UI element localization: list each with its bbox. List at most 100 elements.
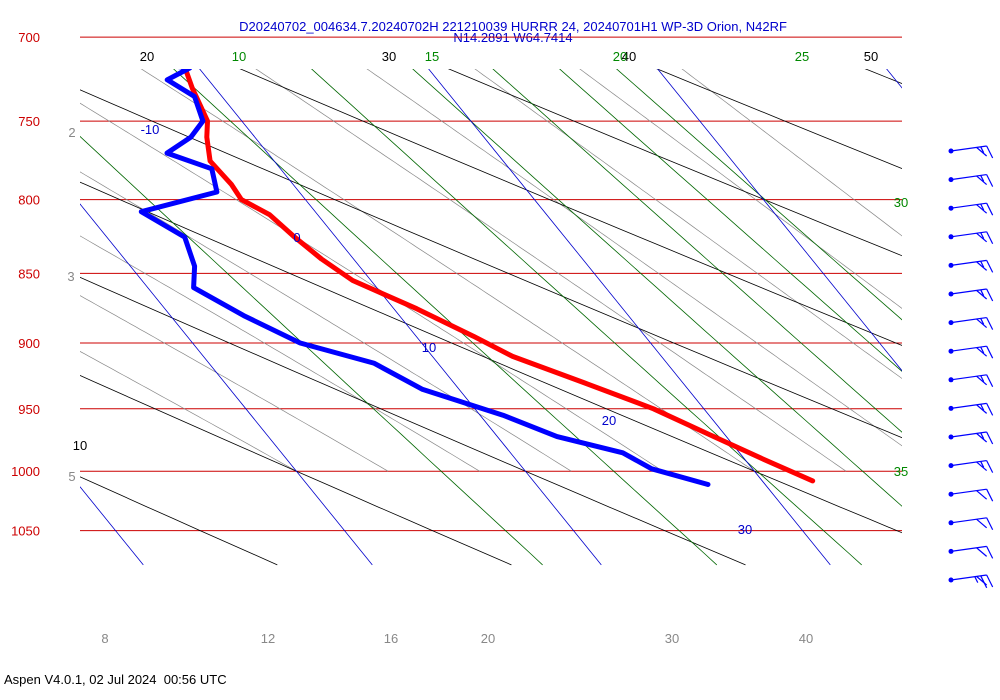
dry-adiabat-label: 10 <box>73 438 87 453</box>
wind-barb-flag-edge <box>976 461 988 472</box>
isotherm-label: 0 <box>293 230 300 245</box>
wind-barb-flag-edge <box>976 147 988 157</box>
dry-adiabat-label: 20 <box>140 49 154 64</box>
dry-adiabat-line <box>239 69 902 346</box>
wind-barb <box>948 459 994 473</box>
moist-adiabat-lines <box>80 69 902 472</box>
wind-barb <box>948 202 994 216</box>
moist-adiabat-label: 3 <box>67 269 74 284</box>
wind-barb-flag-edge <box>976 518 988 529</box>
wind-barb <box>948 345 994 359</box>
wind-barb <box>948 517 994 531</box>
wind-barb-feather <box>986 202 994 216</box>
wind-barb-feather <box>980 346 985 354</box>
wind-barb-flag-edge <box>976 318 988 329</box>
isotherm-line <box>886 69 902 89</box>
wind-barb-flag-edge <box>976 490 988 500</box>
bottom-temperature-label: 8 <box>101 631 108 646</box>
isobar-lines <box>80 36 902 532</box>
wind-barb-feather <box>986 517 994 531</box>
wind-barb <box>948 374 994 388</box>
wind-barb-feather <box>986 460 994 473</box>
wind-barb <box>948 402 994 416</box>
wind-barb-staff <box>950 145 987 152</box>
pressure-label: 1050 <box>11 524 40 539</box>
moist-adiabat-line <box>80 295 389 472</box>
wind-barb-flag-edge <box>976 261 988 271</box>
wind-barb <box>948 145 994 159</box>
wind-barb-staff <box>950 545 987 552</box>
wind-barb-feather <box>980 375 985 382</box>
wind-barbs <box>948 145 994 589</box>
wind-barb-flag-edge <box>976 576 988 586</box>
moist-adiabat-line <box>80 171 572 472</box>
dry-adiabat-line <box>80 89 902 439</box>
wind-barb <box>948 545 994 559</box>
moist-adiabat-line <box>80 351 297 472</box>
wind-barb <box>948 288 994 302</box>
pressure-label: 850 <box>18 266 40 281</box>
pressure-label: 800 <box>18 193 40 208</box>
temperature-point <box>176 28 181 33</box>
dry-adiabat-line <box>80 375 512 566</box>
mixing-ratio-label: 15 <box>425 49 439 64</box>
wind-barb <box>948 574 994 589</box>
footer-version-timestamp: Aspen V4.0.1, 02 Jul 2024 00:56 UTC <box>4 672 227 687</box>
mixing-ratio-line <box>80 135 543 566</box>
mixing-ratio-line <box>412 69 902 507</box>
wind-barb-feather <box>986 145 994 159</box>
wind-barb-staff <box>950 574 987 581</box>
isotherm-label: 30 <box>738 522 752 537</box>
pressure-label: 700 <box>18 30 40 45</box>
pressure-label: 750 <box>18 114 40 129</box>
wind-barb-feather <box>986 431 994 445</box>
wind-barb-feather <box>986 574 994 588</box>
wind-barb-feather <box>980 432 985 440</box>
wind-barb-flag-edge <box>976 375 988 386</box>
dewpoint-point <box>98 28 103 33</box>
bottom-temperature-label: 40 <box>799 631 813 646</box>
wind-barb-staff <box>950 517 987 524</box>
isotherm-line <box>657 69 902 372</box>
wind-barb-flag-edge <box>976 347 988 357</box>
isotherm-label: 20 <box>602 413 616 428</box>
bottom-temperature-label: 20 <box>481 631 495 646</box>
dry-adiabat-line <box>80 476 278 566</box>
isotherm-line <box>938 0 1000 565</box>
moist-adiabat-line <box>80 102 664 472</box>
isotherm-label: 10 <box>422 340 436 355</box>
isotherm-label: -10 <box>141 122 160 137</box>
wind-barb-feather <box>980 260 985 268</box>
wind-barb-feather <box>986 345 994 359</box>
pressure-label: 1000 <box>11 464 40 479</box>
wind-barb <box>948 231 994 245</box>
wind-barb-flag-edge <box>976 232 988 243</box>
wind-barb <box>948 316 994 330</box>
wind-barb-flag-edge <box>976 433 988 443</box>
wind-barb-feather <box>980 203 985 211</box>
wind-barb <box>948 259 994 273</box>
wind-barb-feather <box>986 260 994 273</box>
wind-barb-feather <box>986 288 994 302</box>
mixing-ratio-line <box>492 69 902 433</box>
axis-labels: 6507007508008509009501000105081216203040… <box>11 30 908 646</box>
wind-barb-flag-edge <box>976 290 988 300</box>
bottom-temperature-label: 16 <box>384 631 398 646</box>
moist-adiabat-line <box>681 69 902 237</box>
wind-barb-feather <box>980 146 985 154</box>
dry-adiabat-label: 30 <box>382 49 396 64</box>
moist-adiabat-line <box>579 69 902 309</box>
moist-adiabat-line <box>474 69 902 379</box>
wind-barb-feather <box>986 317 994 330</box>
dry-adiabat-line <box>527 0 1000 565</box>
dry-adiabat-label: 50 <box>864 49 878 64</box>
mixing-ratio-label: 10 <box>232 49 246 64</box>
dry-adiabat-label: 40 <box>622 49 636 64</box>
dewpoint-trace <box>138 69 711 487</box>
wind-barb <box>948 431 994 445</box>
dry-adiabat-line <box>656 69 902 169</box>
isotherm-line <box>428 69 831 566</box>
wind-barb-flag-edge <box>976 204 988 214</box>
isotherm-line <box>199 69 602 566</box>
